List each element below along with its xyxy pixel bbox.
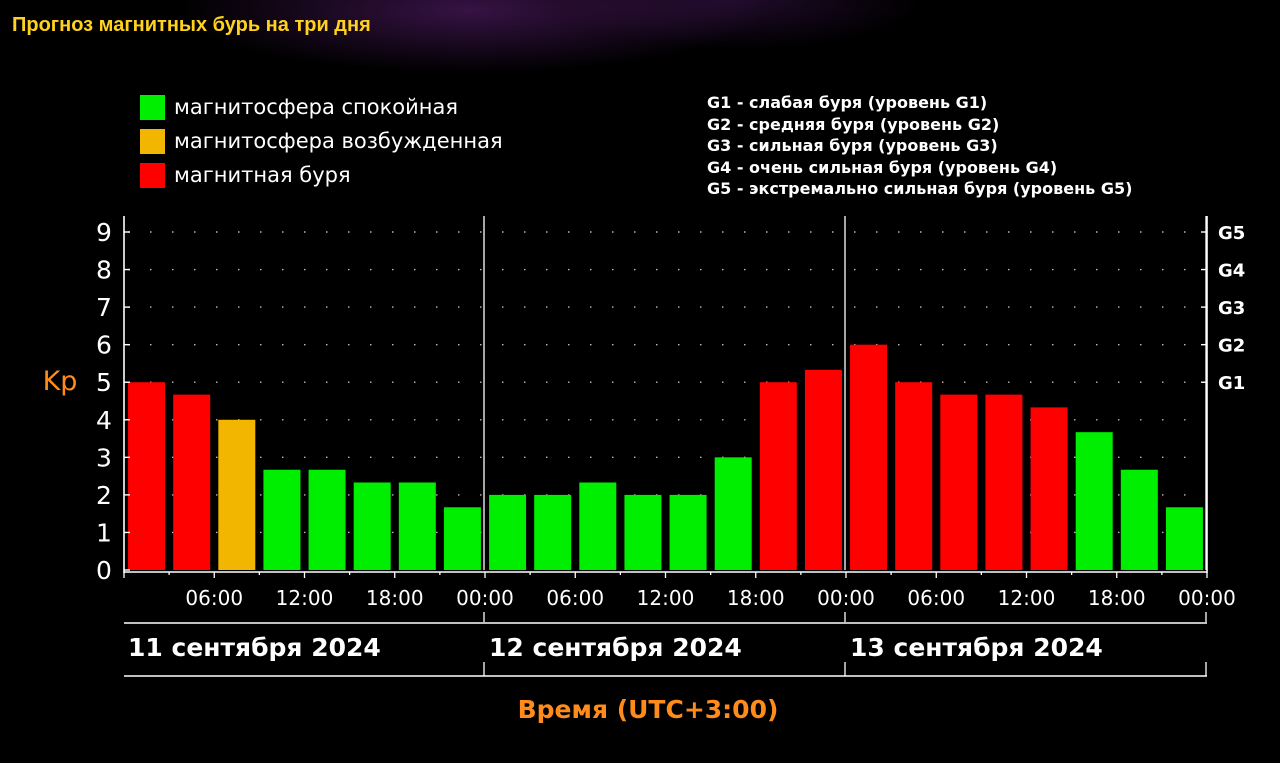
y-tick-label: 6	[96, 331, 112, 360]
y-axis-label: Kp	[43, 366, 78, 397]
x-tick-label: 18:00	[366, 586, 424, 610]
right-axis-label: G4	[1218, 261, 1245, 282]
right-axis-label: G5	[1218, 223, 1245, 244]
x-tick-label: 06:00	[546, 586, 604, 610]
bar-quiet	[443, 507, 481, 570]
x-tick-label: 12:00	[276, 586, 334, 610]
bar-quiet	[308, 469, 346, 570]
storm-level-g4: G4 - очень сильная буря (уровень G4)	[707, 157, 1058, 177]
storm-level-g3: G3 - сильная буря (уровень G3)	[707, 136, 998, 155]
bar-storm	[804, 369, 842, 570]
right-axis-label: G2	[1218, 336, 1245, 357]
y-tick-label: 3	[96, 443, 112, 472]
x-tick-label: 12:00	[637, 586, 695, 610]
x-tick-label: 18:00	[1088, 586, 1146, 610]
bar-quiet	[624, 494, 662, 570]
right-axis-label: G1	[1218, 373, 1245, 394]
bar-storm	[1030, 407, 1068, 570]
y-tick-label: 4	[96, 406, 112, 435]
bar-quiet	[353, 482, 391, 570]
bar-storm	[940, 394, 978, 570]
bar-quiet	[1165, 507, 1203, 570]
storm-level-g2: G2 - средняя буря (уровень G2)	[707, 114, 1000, 134]
bar-quiet	[1075, 432, 1113, 570]
bar-quiet	[714, 457, 752, 570]
bar-quiet	[398, 482, 436, 570]
legend-swatch-storm	[140, 162, 165, 188]
bar-storm	[985, 394, 1023, 570]
bar-quiet	[534, 494, 572, 570]
y-tick-label: 2	[96, 481, 112, 510]
day-label: 11 сентября 2024	[128, 633, 381, 662]
legend-label: магнитосфера спокойная	[174, 95, 459, 119]
day-label: 12 сентября 2024	[489, 633, 742, 662]
legend-item-active: магнитосфера возбужденная	[140, 124, 503, 158]
x-tick-label: 00:00	[456, 586, 514, 610]
legend-swatch-quiet	[140, 94, 165, 120]
x-tick-label: 00:00	[1178, 586, 1236, 610]
x-tick-label: 06:00	[907, 586, 965, 610]
y-tick-label: 1	[96, 518, 112, 547]
bar-quiet	[263, 469, 301, 570]
bar-storm	[173, 394, 211, 570]
bar-storm	[128, 382, 166, 570]
bar-quiet	[579, 482, 617, 570]
bar-quiet	[1120, 469, 1158, 570]
storm-levels-list: G1 - слабая буря (уровень G1) G2 - средн…	[707, 92, 1132, 200]
legend-item-quiet: магнитосфера спокойная	[140, 90, 503, 124]
storm-level-g5: G5 - экстремально сильная буря (уровень …	[707, 179, 1133, 198]
day-label: 13 сентября 2024	[850, 633, 1103, 662]
y-tick-label: 7	[96, 293, 112, 322]
storm-level-g1: G1 - слабая буря (уровень G1)	[707, 93, 988, 112]
bar-quiet	[669, 494, 707, 570]
bar-storm	[850, 344, 888, 570]
bar-storm	[759, 382, 797, 570]
right-axis-label: G3	[1218, 298, 1245, 319]
y-tick-label: 9	[96, 218, 112, 247]
legend-label: магнитная буря	[174, 163, 351, 187]
legend: магнитосфера спокойная магнитосфера возб…	[140, 90, 503, 192]
x-tick-label: 12:00	[998, 586, 1056, 610]
y-tick-label: 5	[96, 368, 112, 397]
x-tick-label: 06:00	[185, 586, 243, 610]
bar-active	[218, 419, 256, 570]
axes: 0 1 2 3 4 5 6 7 8 9 G1 G2 G3 G4 G5 06:00 12:00 18:00 00:00…	[96, 216, 1245, 677]
y-tick-label: 0	[96, 556, 112, 585]
legend-swatch-active	[140, 128, 165, 154]
x-tick-label: 18:00	[727, 586, 785, 610]
legend-label: магнитосфера возбужденная	[174, 129, 503, 153]
page-title: Прогноз магнитных бурь на три дня	[12, 14, 371, 36]
bars	[128, 344, 1203, 570]
y-tick-label: 8	[96, 256, 112, 285]
legend-item-storm: магнитная буря	[140, 158, 503, 192]
x-axis-label: Время (UTC+3:00)	[518, 695, 779, 724]
bar-quiet	[489, 494, 527, 570]
x-tick-label: 00:00	[817, 586, 875, 610]
bar-storm	[895, 382, 933, 570]
